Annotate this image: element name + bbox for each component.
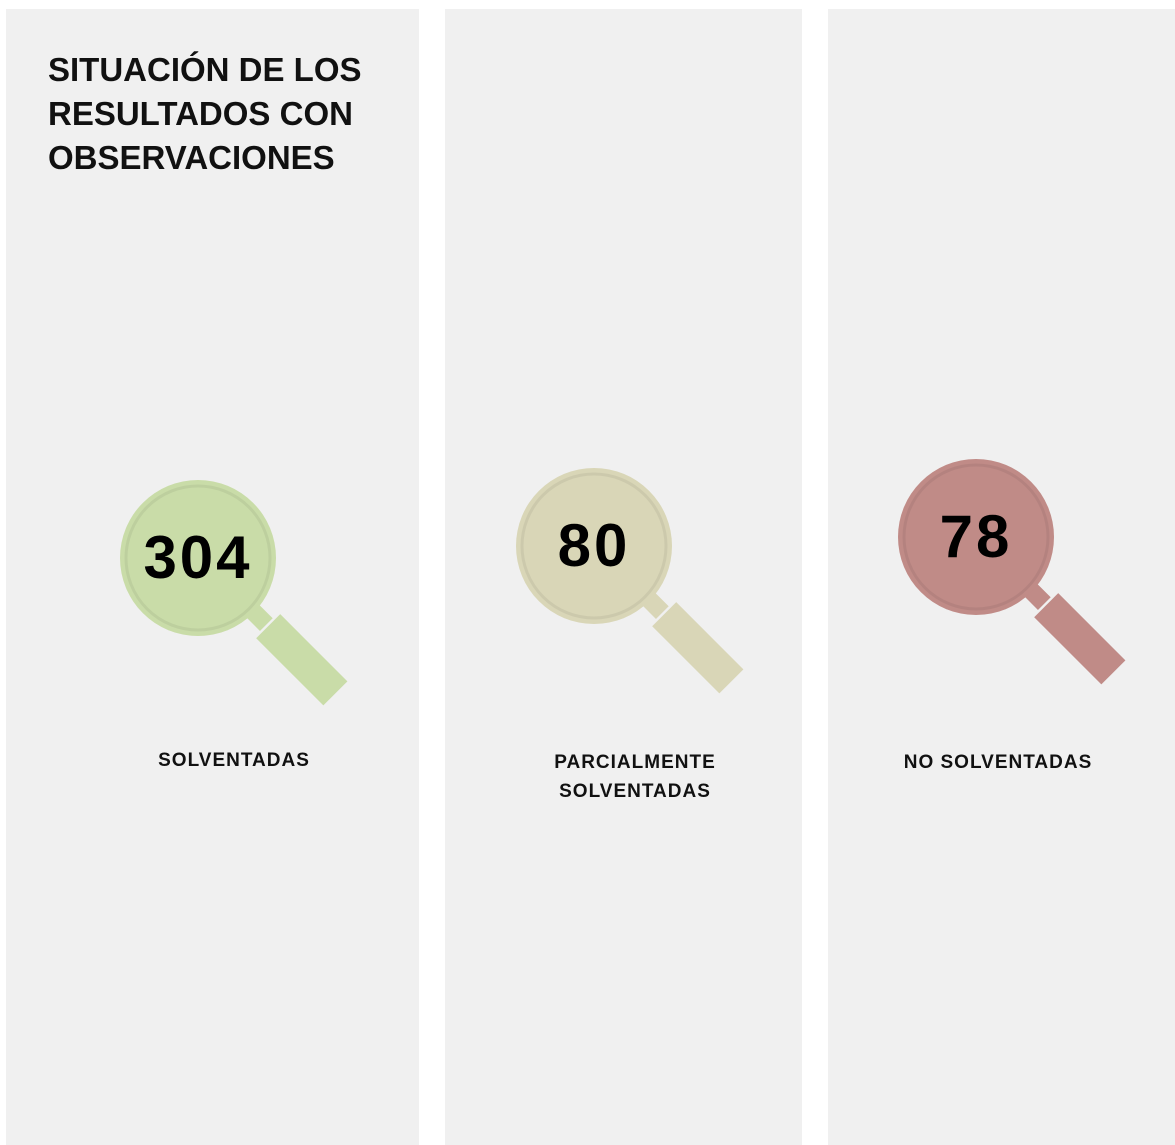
label: NO SOLVENTADAS — [903, 752, 1093, 773]
value: 304 — [143, 524, 253, 591]
value: 80 — [557, 512, 631, 579]
lens-ring — [902, 463, 1050, 611]
lens — [120, 480, 276, 636]
magnifier — [120, 480, 348, 706]
lens-ring — [520, 472, 668, 620]
lens — [516, 468, 672, 624]
magnifier — [516, 468, 744, 694]
value: 78 — [939, 503, 1013, 570]
label: SOLVENTADAS — [158, 750, 310, 771]
lens-ring — [124, 484, 272, 632]
handle — [1034, 593, 1126, 685]
lens — [898, 459, 1054, 615]
handle — [256, 614, 348, 706]
label: PARCIALMENTE SOLVENTADAS — [554, 752, 716, 802]
handle — [652, 602, 744, 694]
title: SITUACIÓN DE LOS RESULTADOS CON OBSERVAC… — [48, 51, 362, 176]
magnifier — [898, 459, 1126, 685]
